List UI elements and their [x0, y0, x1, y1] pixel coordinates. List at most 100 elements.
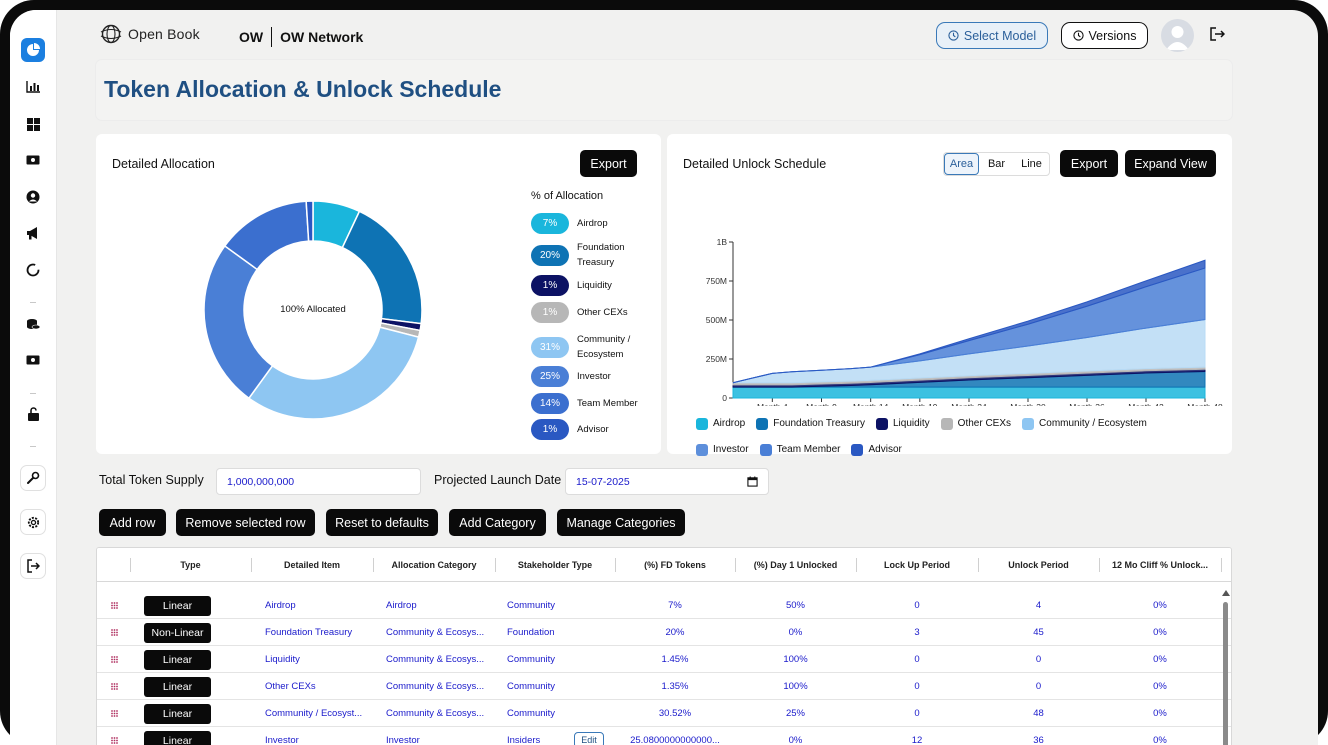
cell-stakeholder[interactable]: Community [507, 708, 556, 719]
header-type[interactable]: Type [180, 560, 201, 570]
cell-cliff[interactable]: 0% [1153, 627, 1167, 638]
view-mode-area[interactable]: Area [944, 153, 979, 175]
header-stakeholder-type[interactable]: Stakeholder Type [517, 560, 593, 570]
type-badge[interactable]: Linear [144, 596, 211, 616]
cell-unlock[interactable]: 4 [1035, 600, 1042, 611]
reset-defaults-button[interactable]: Reset to defaults [326, 509, 438, 536]
scroll-up-arrow[interactable] [1222, 590, 1230, 596]
unlock-legend-item[interactable]: Team Member [759, 442, 840, 457]
sidebar-item-team[interactable] [21, 185, 45, 209]
table-scrollbar[interactable] [1223, 602, 1228, 745]
sidebar-item-funding[interactable] [21, 148, 45, 172]
unlock-legend-item[interactable]: Investor [696, 442, 749, 457]
sidebar-item-marketing[interactable] [21, 221, 45, 245]
type-badge[interactable]: Linear [144, 677, 211, 697]
allocation-export-button[interactable]: Export [580, 150, 637, 177]
cell-item[interactable]: Investor [265, 735, 299, 745]
cell-cliff[interactable]: 0% [1153, 654, 1167, 665]
cell-category[interactable]: Airdrop [386, 600, 417, 611]
sidebar-item-logout[interactable] [20, 553, 46, 579]
cell-unlock[interactable]: 45 [1033, 627, 1044, 638]
cell-stakeholder[interactable]: Community [507, 654, 556, 665]
sidebar-item-revenue[interactable] [21, 348, 45, 372]
table-row[interactable]: Linear Community / Ecosyst... Community & … [97, 700, 1231, 727]
area-series-7[interactable] [732, 259, 1206, 384]
expand-view-button[interactable]: Expand View [1125, 150, 1216, 177]
cell-item[interactable]: Community / Ecosyst... [265, 708, 363, 719]
cell-fd[interactable]: 1.45% [661, 654, 689, 665]
cell-item[interactable]: Foundation Treasury [265, 627, 353, 638]
header-lockup-period[interactable]: Lock Up Period [883, 560, 950, 570]
cell-day1[interactable]: 0% [788, 627, 803, 638]
cell-cliff[interactable]: 0% [1153, 681, 1167, 692]
add-category-button[interactable]: Add Category [449, 509, 546, 536]
cell-day1[interactable]: 100% [783, 681, 808, 692]
donut-slice[interactable] [305, 200, 314, 242]
table-row[interactable]: Linear Other CEXs Community & Ecosys... Com… [97, 673, 1231, 700]
cell-lockup[interactable]: 0 [914, 600, 920, 611]
sidebar-item-analytics[interactable] [21, 75, 45, 99]
donut-slice[interactable] [203, 244, 274, 400]
table-row[interactable]: Linear Liquidity Community & Ecosys... Comm… [97, 646, 1231, 673]
cell-item[interactable]: Airdrop [265, 600, 296, 611]
select-model-button[interactable]: Select Model [936, 22, 1048, 49]
edit-button[interactable]: Edit [574, 732, 604, 745]
cell-fd[interactable]: 7% [668, 600, 682, 611]
sidebar-item-tokens[interactable] [21, 312, 45, 336]
unlock-legend-item[interactable]: Liquidity [875, 416, 930, 431]
cell-unlock[interactable]: 0 [1035, 681, 1042, 692]
unlock-legend-item[interactable]: Airdrop [696, 416, 745, 431]
area-series-0[interactable] [732, 386, 1206, 399]
versions-button[interactable]: Versions [1061, 22, 1148, 49]
cell-category[interactable]: Community & Ecosys... [386, 627, 485, 638]
sidebar-item-settings[interactable] [20, 509, 46, 535]
table-row[interactable]: Linear Airdrop Airdrop Community 7% 50% 0 4 0% [97, 592, 1231, 619]
cell-cliff[interactable]: 0% [1153, 708, 1167, 719]
organization-switcher[interactable]: OW OW Network [239, 27, 363, 47]
sidebar-item-allocation[interactable] [21, 38, 45, 62]
launch-date-input[interactable]: 15-07-2025 [565, 468, 769, 495]
header-allocation-category[interactable]: Allocation Category [391, 560, 477, 570]
header-day1-unlocked[interactable]: (%) Day 1 Unlocked [753, 560, 838, 570]
cell-unlock[interactable]: 0 [1035, 654, 1042, 665]
donut-slice[interactable] [247, 326, 420, 420]
cell-cliff[interactable]: 0% [1153, 600, 1167, 611]
header-unlock-period[interactable]: Unlock Period [1008, 560, 1069, 570]
cell-fd[interactable]: 30.52% [658, 708, 692, 719]
cell-fd[interactable]: 20% [665, 627, 685, 638]
cell-fd[interactable]: 25.0800000000000... [630, 735, 720, 745]
drag-handle-icon[interactable] [111, 683, 118, 690]
type-badge[interactable]: Linear [144, 650, 211, 670]
table-row[interactable]: Linear Investor Investor Insiders 25.0800000… [97, 727, 1231, 745]
user-avatar[interactable] [1161, 19, 1194, 52]
cell-category[interactable]: Community & Ecosys... [386, 681, 485, 692]
drag-handle-icon[interactable] [111, 602, 118, 609]
remove-selected-row-button[interactable]: Remove selected row [176, 509, 315, 536]
unlock-legend-item[interactable]: Advisor [851, 442, 902, 457]
cell-lockup[interactable]: 0 [914, 654, 920, 665]
cell-day1[interactable]: 25% [785, 708, 805, 719]
header-detailed-item[interactable]: Detailed Item [283, 560, 341, 570]
manage-categories-button[interactable]: Manage Categories [557, 509, 685, 536]
cell-lockup[interactable]: 12 [911, 735, 923, 745]
cell-day1[interactable]: 0% [788, 735, 803, 745]
type-badge[interactable]: Linear [144, 731, 211, 745]
type-badge[interactable]: Linear [144, 704, 211, 724]
cell-lockup[interactable]: 0 [914, 681, 920, 692]
app-logo[interactable]: Open Book [100, 23, 200, 45]
drag-handle-icon[interactable] [111, 737, 118, 744]
type-badge[interactable]: Non-Linear [144, 623, 211, 643]
sidebar-item-tools[interactable] [20, 465, 46, 491]
cell-category[interactable]: Community & Ecosys... [386, 654, 485, 665]
cell-day1[interactable]: 50% [785, 600, 805, 611]
add-row-button[interactable]: Add row [99, 509, 166, 536]
unlock-legend-item[interactable]: Other CEXs [940, 416, 1011, 431]
header-fd-tokens[interactable]: (%) FD Tokens [644, 560, 706, 570]
table-row[interactable]: Non-Linear Foundation Treasury Community &… [97, 619, 1231, 646]
cell-cliff[interactable]: 0% [1153, 735, 1167, 745]
cell-stakeholder[interactable]: Insiders [507, 735, 541, 745]
cell-category[interactable]: Community & Ecosys... [386, 708, 485, 719]
sidebar-item-dashboard[interactable] [21, 112, 45, 136]
total-supply-input[interactable]: 1,000,000,000 [216, 468, 421, 495]
cell-category[interactable]: Investor [386, 735, 420, 745]
